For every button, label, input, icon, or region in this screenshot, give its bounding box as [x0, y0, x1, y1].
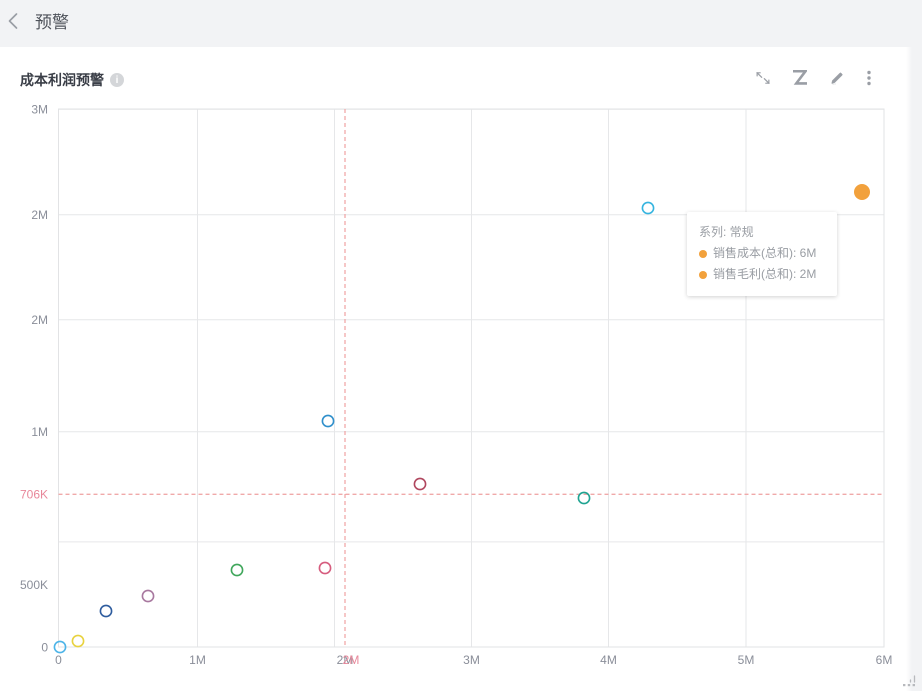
svg-text:1M: 1M	[189, 653, 206, 667]
svg-text:3M: 3M	[31, 103, 48, 117]
svg-text:500K: 500K	[20, 578, 48, 592]
svg-text:0: 0	[41, 641, 48, 655]
svg-text:2M: 2M	[31, 208, 48, 222]
svg-text:5M: 5M	[738, 653, 755, 667]
svg-text:3M: 3M	[463, 653, 480, 667]
svg-text:6M: 6M	[876, 653, 893, 667]
svg-text:706K: 706K	[20, 488, 48, 502]
svg-text:2M: 2M	[343, 653, 360, 667]
svg-text:0: 0	[55, 653, 62, 667]
svg-text:4M: 4M	[600, 653, 617, 667]
svg-text:2M: 2M	[31, 313, 48, 327]
svg-text:1M: 1M	[31, 425, 48, 439]
